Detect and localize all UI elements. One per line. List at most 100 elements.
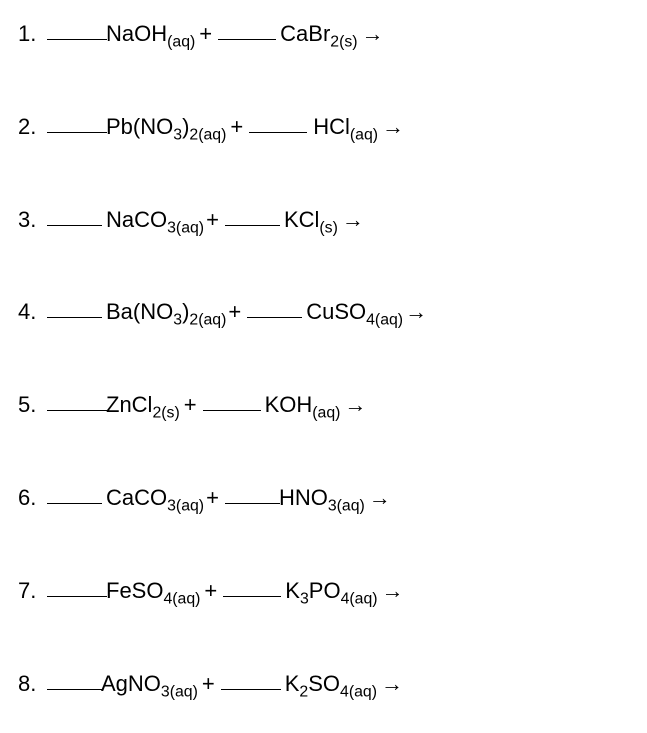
reaction-arrow: → (342, 209, 364, 231)
reaction-arrow: → (369, 487, 391, 509)
plus-operator: + (199, 23, 212, 45)
reactant-1: ZnCl2(s) (106, 394, 180, 416)
equation-row: 6. CaCO3(aq)+ HNO3(aq)→ (18, 484, 637, 509)
reactant-2: KCl(s) (284, 209, 338, 231)
state-subscript: (aq) (312, 405, 340, 422)
plus-operator: + (206, 487, 219, 509)
problem-number: 4. (18, 301, 46, 323)
coefficient-blank[interactable] (47, 576, 107, 597)
coefficient-blank[interactable] (47, 669, 102, 690)
state-subscript: (aq) (350, 126, 378, 143)
coefficient-blank[interactable] (203, 391, 261, 412)
problem-number: 8. (18, 673, 46, 695)
formula-text: Pb(NO (106, 114, 173, 139)
formula-text: KCl (284, 207, 319, 232)
formula-text: CaBr (280, 21, 330, 46)
reactant-2: HNO3(aq) (279, 487, 365, 509)
reactant-1: NaCO3(aq) (106, 209, 204, 231)
problem-number: 5. (18, 394, 46, 416)
coefficient-blank[interactable] (47, 19, 107, 40)
coefficient-blank[interactable] (249, 112, 307, 133)
equation-row: 8. AgNO3(aq)+ K2SO4(aq)→ (18, 670, 637, 695)
formula-text: Ba(NO (106, 299, 173, 324)
formula-text: HCl (313, 114, 350, 139)
reactant-2: K2SO4(aq) (285, 673, 377, 695)
formula-text: K (285, 671, 300, 696)
problem-number: 1. (18, 23, 46, 45)
reactant-1: CaCO3(aq) (106, 487, 204, 509)
formula-subscript: 3 (173, 312, 182, 329)
coefficient-blank[interactable] (47, 298, 102, 319)
problem-number: 2. (18, 116, 46, 138)
coefficient-blank[interactable] (221, 669, 281, 690)
plus-operator: + (202, 673, 215, 695)
equation-row: 4. Ba(NO3)2(aq)+ CuSO4(aq)→ (18, 299, 637, 324)
equation-row: 7.FeSO4(aq)+K3PO4(aq)→ (18, 577, 637, 602)
formula-text: KOH (265, 392, 313, 417)
problem-number: 6. (18, 487, 46, 509)
state-subscript: 2(aq) (189, 312, 226, 329)
formula-text: CuSO (306, 299, 366, 324)
formula-text: AgNO (101, 671, 161, 696)
problem-number: 3. (18, 209, 46, 231)
state-subscript: (aq) (167, 33, 195, 50)
reactant-1: FeSO4(aq) (106, 580, 200, 602)
coefficient-blank[interactable] (225, 205, 280, 226)
reactant-2: K3PO4(aq) (285, 580, 377, 602)
coefficient-blank[interactable] (47, 112, 107, 133)
coefficient-blank[interactable] (218, 19, 276, 40)
equation-row: 1. NaOH(aq)+ CaBr2(s)→ (18, 20, 637, 45)
equation-row: 5. ZnCl2(s)+ KOH(aq)→ (18, 392, 637, 417)
state-subscript: 4(aq) (341, 590, 378, 607)
formula-text: NaCO (106, 207, 167, 232)
state-subscript: 3(aq) (167, 498, 204, 515)
equation-row: 3. NaCO3(aq)+ KCl(s)→ (18, 206, 637, 231)
formula-subscript: 2 (299, 683, 308, 700)
coefficient-blank[interactable] (47, 483, 102, 504)
coefficient-blank[interactable] (247, 298, 302, 319)
coefficient-blank[interactable] (47, 205, 102, 226)
reactant-2: KOH(aq) (265, 394, 341, 416)
state-subscript: 4(aq) (366, 312, 403, 329)
state-subscript: 2(s) (330, 33, 357, 50)
plus-operator: + (204, 580, 217, 602)
plus-operator: + (228, 301, 241, 323)
reaction-arrow: → (362, 23, 384, 45)
formula-text: NaOH (106, 21, 167, 46)
coefficient-blank[interactable] (223, 576, 281, 597)
formula-text: PO (309, 578, 341, 603)
state-subscript: 4(aq) (163, 590, 200, 607)
formula-text: FeSO (106, 578, 163, 603)
state-subscript: 3(aq) (167, 219, 204, 236)
equation-row: 2. Pb(NO3)2(aq)+ HCl(aq)→ (18, 113, 637, 138)
formula-text: ZnCl (106, 392, 152, 417)
state-subscript: 3(aq) (328, 498, 365, 515)
formula-text: CaCO (106, 485, 167, 510)
reaction-arrow: → (382, 116, 404, 138)
plus-operator: + (206, 209, 219, 231)
reaction-arrow: → (344, 394, 366, 416)
state-subscript: 4(aq) (340, 683, 377, 700)
worksheet-page: 1.NaOH(aq)+CaBr2(s)→2.Pb(NO3)2(aq)+HCl(a… (0, 0, 647, 733)
reaction-arrow: → (381, 673, 403, 695)
coefficient-blank[interactable] (47, 391, 107, 412)
reactant-1: Ba(NO3)2(aq) (106, 301, 226, 323)
reactant-1: NaOH(aq) (106, 23, 195, 45)
formula-subscript: 3 (300, 590, 309, 607)
reactant-1: AgNO3(aq) (101, 673, 198, 695)
formula-text: SO (308, 671, 340, 696)
reactant-2: CaBr2(s) (280, 23, 357, 45)
state-subscript: 2(aq) (189, 126, 226, 143)
reactant-1: Pb(NO3)2(aq) (106, 116, 226, 138)
plus-operator: + (230, 116, 243, 138)
state-subscript: 2(s) (152, 405, 179, 422)
reactant-2: HCl(aq) (313, 116, 378, 138)
reaction-arrow: → (382, 580, 404, 602)
reaction-arrow: → (405, 301, 427, 323)
state-subscript: 3(aq) (161, 683, 198, 700)
coefficient-blank[interactable] (225, 483, 280, 504)
formula-text: HNO (279, 485, 328, 510)
plus-operator: + (184, 394, 197, 416)
reactant-2: CuSO4(aq) (306, 301, 403, 323)
formula-subscript: 3 (173, 126, 182, 143)
